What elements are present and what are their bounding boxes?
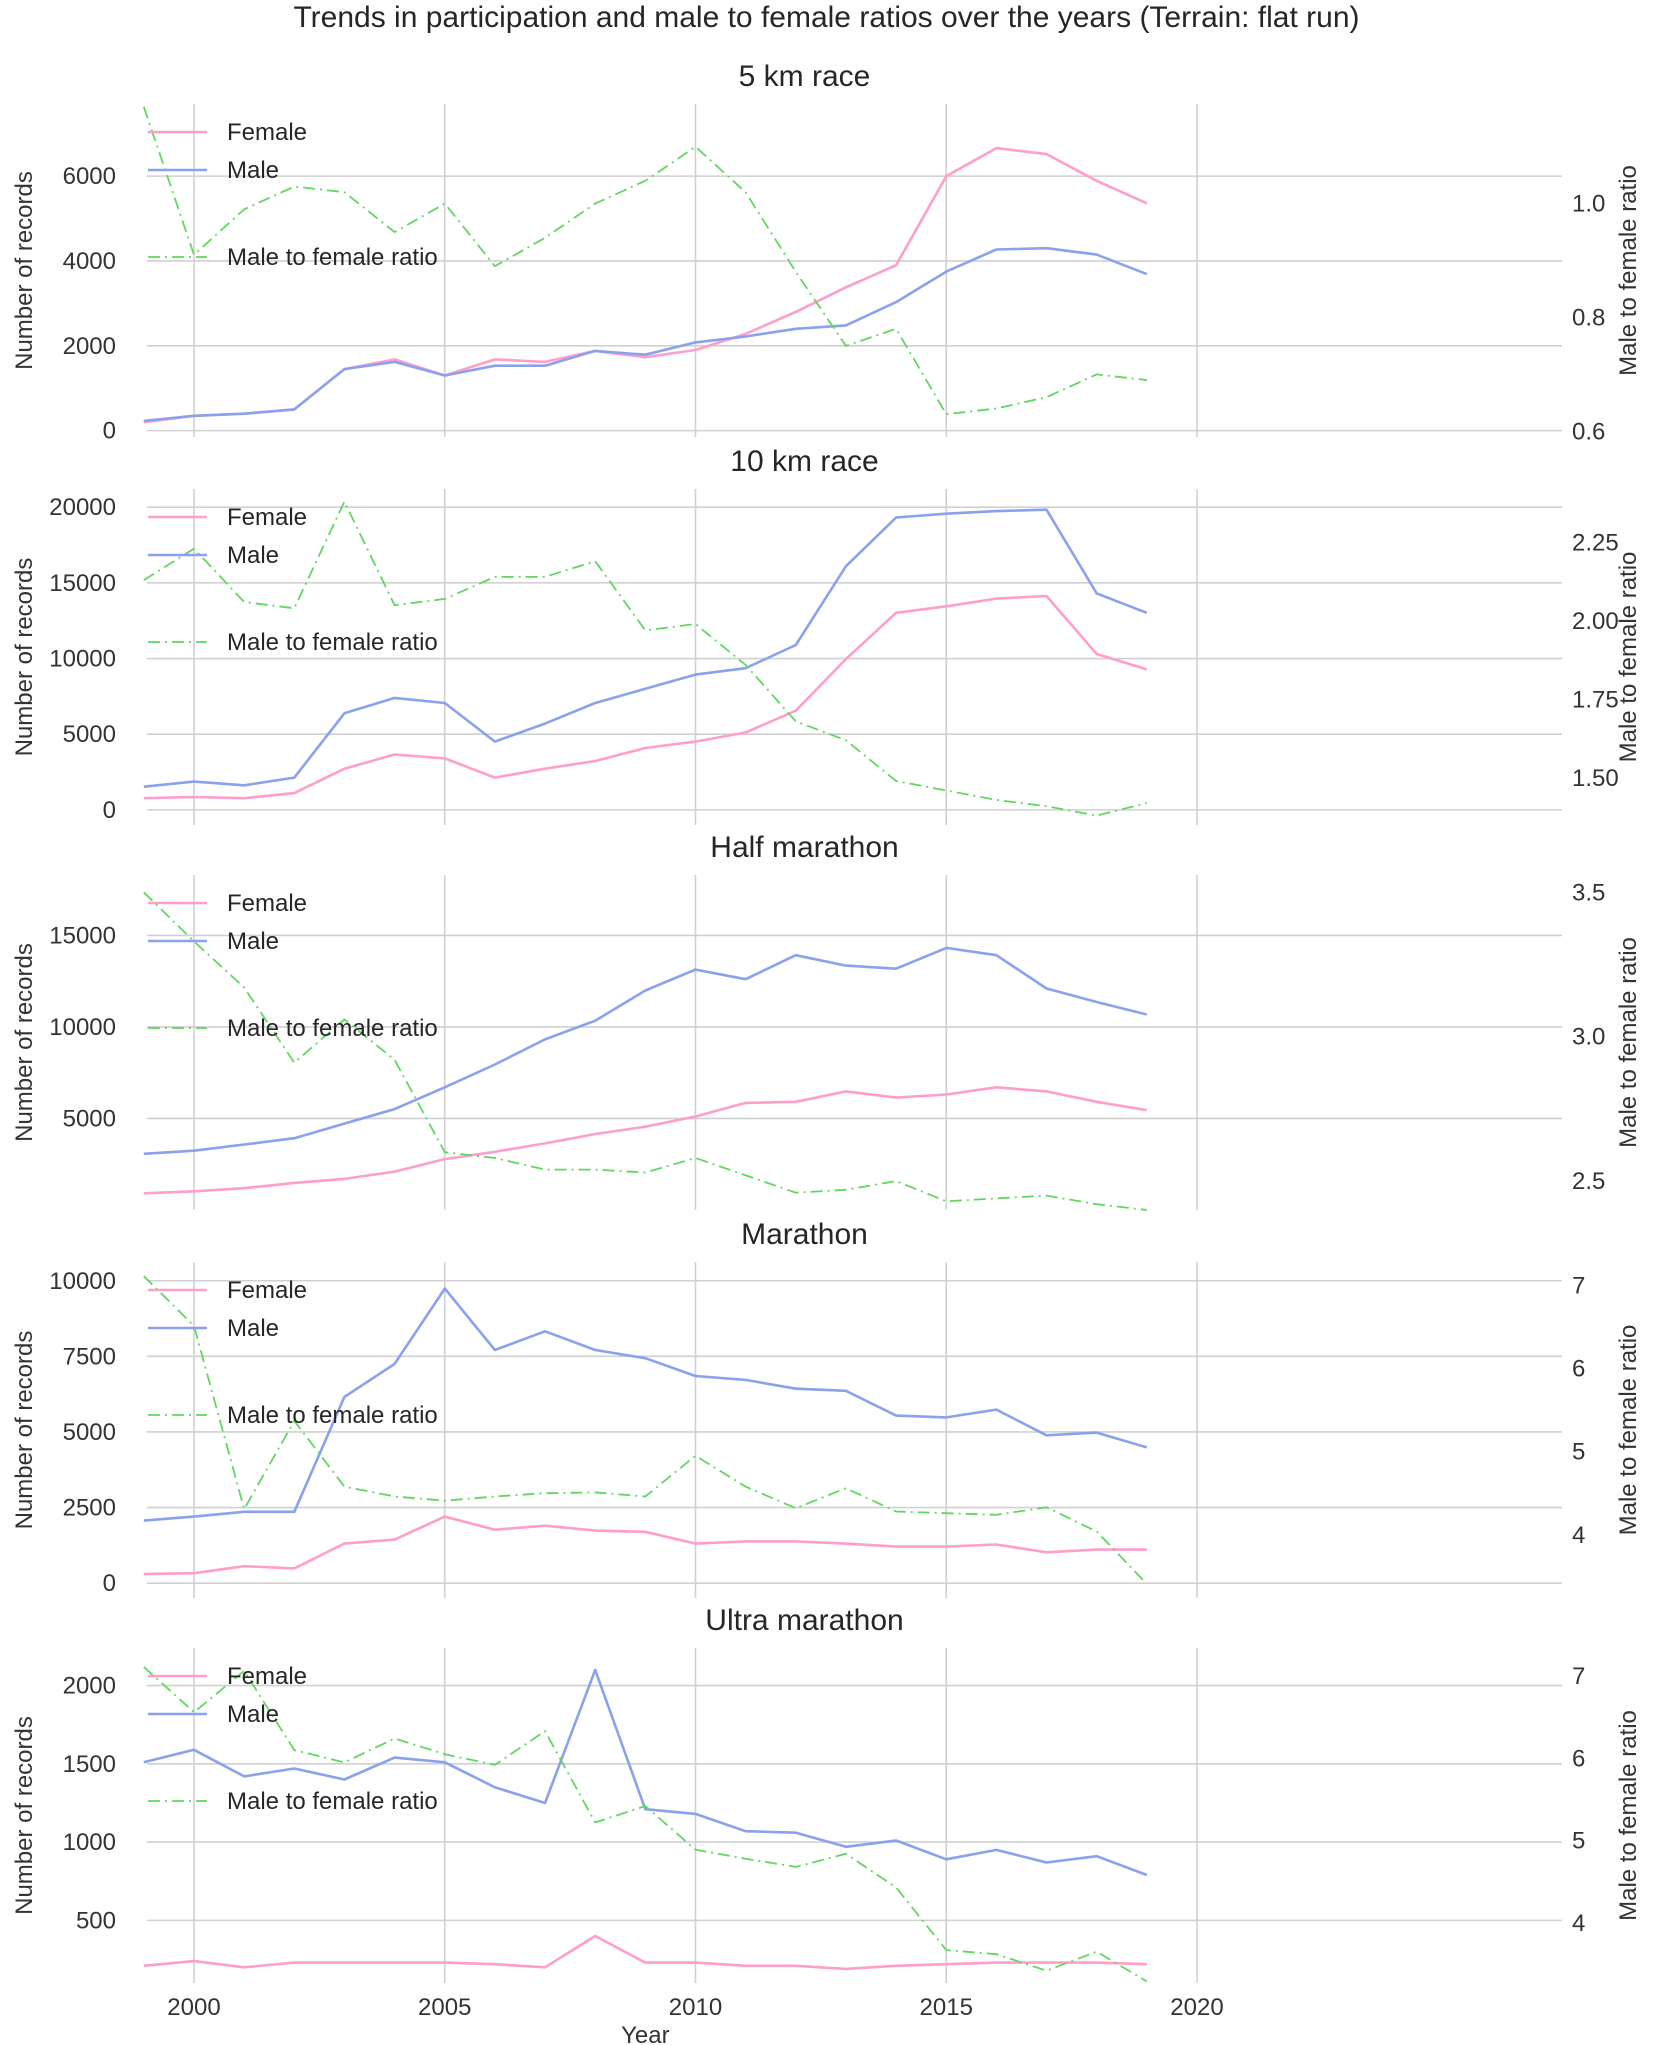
legend-label: Male — [227, 928, 279, 955]
y-axis-label: Number of records — [11, 171, 38, 370]
y2-tick-label: 1.75 — [1572, 686, 1619, 713]
y-axis-label: Number of records — [11, 1331, 38, 1530]
y-axis-label: Number of records — [11, 558, 38, 757]
y2-tick-label: 0.8 — [1572, 304, 1605, 331]
y-tick-label: 10000 — [49, 646, 116, 673]
y-axis-label: Number of records — [11, 943, 38, 1142]
y-tick-label: 10000 — [49, 1014, 116, 1041]
y2-axis-label: Male to female ratio — [1615, 165, 1642, 376]
y2-tick-label: 4 — [1572, 1522, 1585, 1549]
y2-axis-label: Male to female ratio — [1615, 937, 1642, 1148]
y-tick-label: 5000 — [63, 1419, 116, 1446]
x-axis-label: Year — [621, 2022, 670, 2045]
y2-tick-label: 1.0 — [1572, 191, 1605, 218]
y2-tick-label: 5 — [1572, 1828, 1585, 1855]
y-tick-label: 7500 — [63, 1343, 116, 1370]
y-tick-label: 15000 — [49, 570, 116, 597]
series-line-male-to-female-ratio — [143, 891, 1147, 1211]
y2-tick-label: 6 — [1572, 1355, 1585, 1382]
y-tick-label: 20000 — [49, 494, 116, 521]
series-line-female — [143, 1934, 1147, 1971]
y2-tick-label: 2.5 — [1572, 1168, 1605, 1195]
y2-axis-label: Male to female ratio — [1615, 1325, 1642, 1536]
y-tick-label: 4000 — [63, 248, 116, 275]
legend-label: Female — [227, 504, 307, 531]
y2-tick-label: 2.00 — [1572, 608, 1619, 635]
x-tick-label: 2020 — [1170, 1994, 1223, 2021]
series-line-male-to-female-ratio — [143, 500, 1148, 817]
y2-tick-label: 4 — [1572, 1910, 1585, 1937]
x-tick-label: 2015 — [920, 1994, 973, 2021]
series-line-male-to-female-ratio — [143, 1275, 1148, 1585]
y2-axis-label: Male to female ratio — [1615, 1710, 1642, 1921]
y2-tick-label: 5 — [1572, 1439, 1585, 1466]
legend-label: Male — [227, 1701, 279, 1728]
series-line-female — [143, 146, 1148, 424]
y-tick-label: 15000 — [49, 922, 116, 949]
figure-title: Trends in participation and male to fema… — [293, 1, 1360, 34]
y-tick-label: 5000 — [63, 721, 116, 748]
series-line-male — [143, 246, 1148, 423]
panel-title: Ultra marathon — [705, 1604, 903, 1637]
y-tick-label: 0 — [103, 1570, 116, 1597]
legend-label: Male to female ratio — [227, 1015, 438, 1042]
series-line-female — [143, 594, 1148, 800]
legend-label: Male to female ratio — [227, 1402, 438, 1429]
x-tick-label: 2010 — [669, 1994, 722, 2021]
series-line-male — [143, 1287, 1148, 1522]
panel-title: 10 km race — [730, 445, 878, 478]
legend-label: Female — [227, 1277, 307, 1304]
y-tick-label: 2000 — [63, 333, 116, 360]
legend-label: Male — [227, 157, 279, 184]
y2-tick-label: 7 — [1572, 1272, 1585, 1299]
y-tick-label: 0 — [103, 797, 116, 824]
legend-label: Male to female ratio — [227, 1788, 438, 1815]
y-tick-label: 10000 — [49, 1268, 116, 1295]
series-line-male-to-female-ratio — [142, 106, 1147, 416]
y-tick-label: 1000 — [63, 1829, 116, 1856]
series-line-male — [143, 946, 1148, 1156]
legend-label: Female — [227, 890, 307, 917]
panel-title: 5 km race — [739, 60, 871, 93]
y2-axis-label: Male to female ratio — [1615, 552, 1642, 763]
y2-tick-label: 0.6 — [1572, 418, 1605, 445]
y-tick-label: 5000 — [63, 1105, 116, 1132]
legend-label: Male — [227, 542, 279, 569]
y-tick-label: 500 — [76, 1907, 116, 1934]
legend-label: Male to female ratio — [227, 629, 438, 656]
legend-label: Female — [227, 119, 307, 146]
y-tick-label: 2000 — [63, 1673, 116, 1700]
y2-tick-label: 1.50 — [1572, 765, 1619, 792]
series-line-male-to-female-ratio — [143, 1666, 1148, 1983]
series-line-female — [143, 1515, 1147, 1576]
y-tick-label: 2500 — [63, 1495, 116, 1522]
y2-tick-label: 2.25 — [1572, 529, 1619, 556]
legend-label: Male to female ratio — [227, 244, 438, 271]
x-tick-label: 2000 — [167, 1994, 220, 2021]
legend-label: Male — [227, 1315, 279, 1342]
series-line-female — [143, 1086, 1148, 1195]
y2-tick-label: 6 — [1572, 1745, 1585, 1772]
y-axis-label: Number of records — [11, 1716, 38, 1915]
y2-tick-label: 3.0 — [1572, 1024, 1605, 1051]
series-line-male — [143, 1668, 1148, 1877]
y-tick-label: 6000 — [63, 163, 116, 190]
legend-label: Female — [227, 1663, 307, 1690]
y2-tick-label: 3.5 — [1572, 879, 1605, 906]
y-tick-label: 0 — [103, 418, 116, 445]
series-line-male — [143, 508, 1148, 788]
y2-tick-label: 7 — [1572, 1663, 1585, 1690]
y-tick-label: 1500 — [63, 1751, 116, 1778]
panel-title: Marathon — [741, 1218, 868, 1251]
panel-title: Half marathon — [710, 831, 898, 864]
x-tick-label: 2005 — [418, 1994, 471, 2021]
